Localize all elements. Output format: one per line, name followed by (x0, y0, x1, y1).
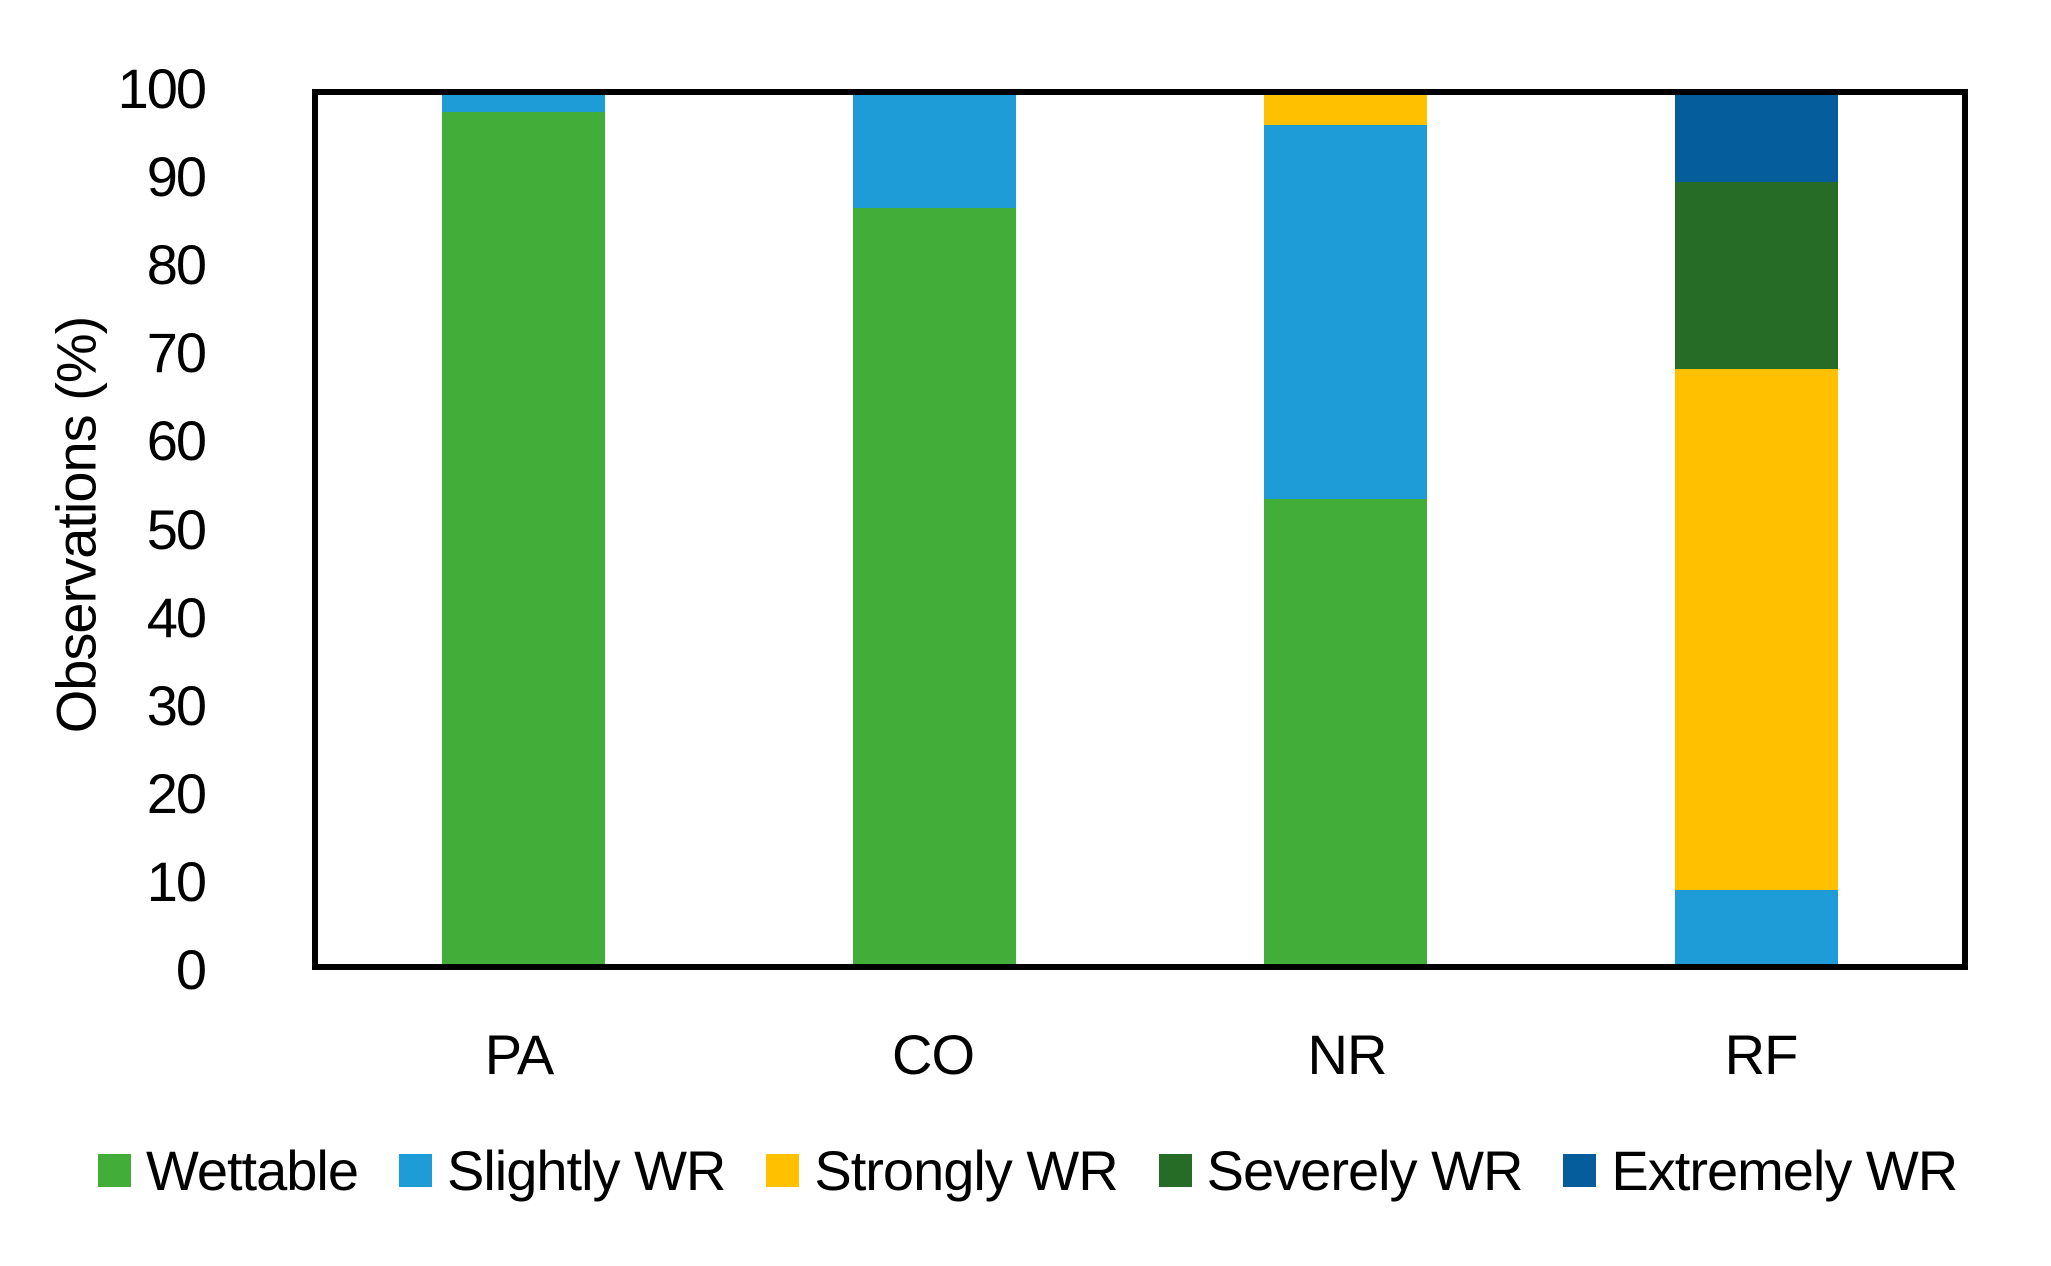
bar-co-segment-wettable (853, 207, 1016, 964)
legend-item-extremely-wr: Extremely WR (1563, 1138, 1958, 1203)
x-axis-label-rf: RF (1724, 1023, 1799, 1086)
legend-item-strongly-wr: Strongly WR (766, 1138, 1119, 1203)
bar-rf (1675, 95, 1838, 964)
bar-nr-segment-slightly-wr (1264, 125, 1427, 500)
y-tick-label-20: 20 (146, 761, 207, 825)
legend-label-wettable: Wettable (146, 1139, 359, 1202)
bar-co (853, 95, 1016, 964)
bar-nr (1264, 95, 1427, 964)
y-tick-label-50: 50 (146, 497, 207, 561)
y-tick-label-40: 40 (146, 585, 207, 649)
y-tick-label-80: 80 (146, 233, 207, 297)
bar-slot-pa (318, 95, 729, 964)
legend-swatch-severely-wr (1158, 1154, 1192, 1187)
bar-nr-segment-wettable (1264, 499, 1427, 964)
legend-swatch-slightly-wr (398, 1154, 432, 1187)
x-axis-label-pa: PA (484, 1023, 555, 1086)
legend-label-severely-wr: Severely WR (1206, 1139, 1524, 1202)
plot-area (312, 89, 1968, 970)
legend: Wettable Slightly WR Strongly WR Severely W… (98, 1138, 1958, 1203)
bar-slot-nr (1140, 95, 1551, 964)
legend-label-extremely-wr: Extremely WR (1611, 1139, 1958, 1202)
legend-item-wettable: Wettable (98, 1138, 359, 1203)
bar-rf-segment-strongly-wr (1675, 368, 1838, 891)
y-tick-label-90: 90 (146, 145, 207, 209)
bar-slot-co (729, 95, 1140, 964)
bar-rf-segment-slightly-wr (1675, 890, 1838, 964)
bar-pa (442, 95, 605, 964)
y-tick-label-100: 100 (117, 57, 207, 120)
y-tick-label-70: 70 (146, 321, 207, 385)
bar-pa-segment-slightly-wr (442, 95, 605, 113)
legend-item-severely-wr: Severely WR (1158, 1138, 1524, 1203)
bar-pa-segment-wettable (442, 112, 605, 964)
x-axis-label-nr: NR (1307, 1023, 1388, 1086)
legend-swatch-wettable (98, 1154, 131, 1187)
y-tick-label-0: 0 (175, 938, 207, 1001)
legend-swatch-extremely-wr (1563, 1154, 1597, 1187)
y-axis-tick-labels: 0 10 20 30 40 50 60 70 80 90 100 (0, 0, 207, 1266)
bar-co-segment-slightly-wr (853, 95, 1016, 208)
bar-nr-segment-strongly-wr (1264, 95, 1427, 126)
legend-label-strongly-wr: Strongly WR (814, 1139, 1118, 1202)
y-tick-label-10: 10 (146, 849, 207, 913)
legend-label-slightly-wr: Slightly WR (446, 1139, 726, 1202)
bar-slot-rf (1551, 95, 1962, 964)
bar-rf-segment-severely-wr (1675, 181, 1838, 369)
legend-item-slightly-wr: Slightly WR (398, 1138, 726, 1203)
legend-swatch-strongly-wr (766, 1154, 800, 1187)
x-axis-label-co: CO (892, 1023, 975, 1086)
y-tick-label-30: 30 (146, 673, 207, 737)
bar-rf-segment-extremely-wr (1675, 95, 1838, 182)
y-tick-label-60: 60 (146, 409, 207, 473)
